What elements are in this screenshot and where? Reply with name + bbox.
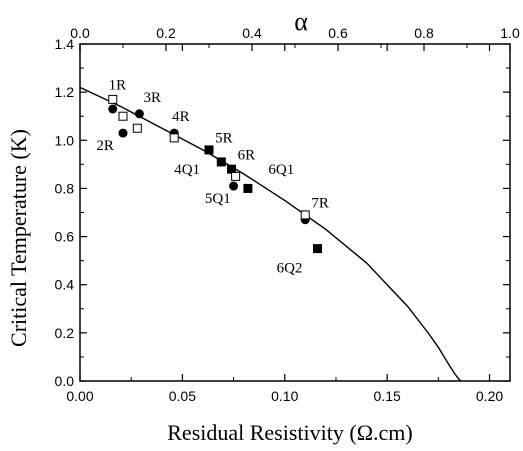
point-label: 3R xyxy=(143,90,161,106)
point-label: 4R xyxy=(172,109,190,125)
points-group xyxy=(108,94,323,254)
point-label: 6Q2 xyxy=(277,261,303,277)
top-tick-label: 0.0 xyxy=(70,25,90,41)
y-tick-label: 0.8 xyxy=(55,180,75,196)
y-tick-label: 0.2 xyxy=(55,325,75,341)
data-point-open-square xyxy=(231,171,241,181)
ticks-group: 0.00 0.05 0.10 0.15 0.20 0.0 0.2 0.4 0.6 0.8 1.0 0.… xyxy=(55,25,520,404)
data-point-filled-square xyxy=(243,183,253,193)
data-point-filled-square xyxy=(313,244,323,254)
x-tick-label: 0.20 xyxy=(476,388,503,404)
y-tick-label: 0.4 xyxy=(55,277,75,293)
data-point-open-square xyxy=(118,111,128,121)
point-labels-group: 1R 3R 2R 4R 5R 6R 4Q1 6Q1 5Q1 7R 6Q2 xyxy=(96,78,329,277)
x-tick-label: 0.10 xyxy=(271,388,298,404)
point-label: 7R xyxy=(311,196,329,212)
data-point-filled-circle xyxy=(229,181,239,191)
x-tick-label: 0.05 xyxy=(169,388,196,404)
data-point-filled-square xyxy=(204,145,214,155)
x-tick-label: 0.00 xyxy=(66,388,93,404)
data-point-open-square xyxy=(108,94,118,104)
point-label: 5R xyxy=(215,131,233,147)
top-tick-label: 0.2 xyxy=(156,25,176,41)
data-point-filled-circle xyxy=(118,128,128,138)
data-point-filled-square xyxy=(216,157,226,167)
data-point-open-square xyxy=(169,133,179,143)
y-axis-title: Critical Temperature (K) xyxy=(6,129,31,347)
x-axis-title: Residual Resistivity (Ω.cm) xyxy=(167,420,413,445)
point-label: 1R xyxy=(109,78,127,94)
top-tick-label: 0.6 xyxy=(328,25,348,41)
y-tick-label: 0.6 xyxy=(55,229,75,245)
point-label: 2R xyxy=(96,138,114,154)
y-tick-label: 1.0 xyxy=(55,132,75,148)
data-point-open-square xyxy=(300,210,310,220)
point-label: 4Q1 xyxy=(174,162,200,178)
data-point-filled-square xyxy=(227,164,237,174)
data-point-open-square xyxy=(132,123,142,133)
y-tick-label: 1.2 xyxy=(55,84,75,100)
top-tick-label: 0.8 xyxy=(414,25,434,41)
point-label: 6R xyxy=(238,148,256,164)
y-tick-label: 1.4 xyxy=(55,36,75,52)
point-label: 5Q1 xyxy=(205,191,231,207)
top-tick-label: 0.4 xyxy=(242,25,262,41)
data-point-filled-circle xyxy=(108,104,118,114)
data-point-filled-circle xyxy=(134,109,144,119)
y-tick-label: 0.0 xyxy=(55,373,75,389)
point-label: 6Q1 xyxy=(268,162,294,178)
top-tick-label: 1.0 xyxy=(500,25,520,41)
x-tick-label: 0.15 xyxy=(374,388,401,404)
top-axis-title: α xyxy=(294,7,308,36)
